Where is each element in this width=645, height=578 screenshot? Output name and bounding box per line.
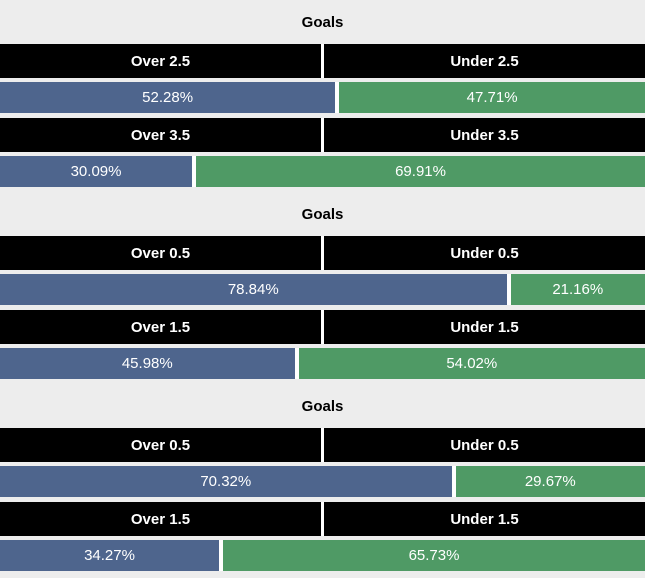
probability-bar: 78.84% 21.16% xyxy=(0,274,645,305)
goals-section: Goals Over 0.5 Under 0.5 78.84% 21.16% O… xyxy=(0,192,645,379)
over-bar-segment: 30.09% xyxy=(0,156,193,187)
over-bar-segment: 34.27% xyxy=(0,540,220,571)
under-percentage: 47.71% xyxy=(466,89,518,106)
under-bar-segment: 69.91% xyxy=(196,156,645,187)
over-percentage: 70.32% xyxy=(200,473,252,490)
probability-bar: 45.98% 54.02% xyxy=(0,348,645,379)
under-bar-segment: 65.73% xyxy=(223,540,645,571)
under-label-cell: Under 3.5 xyxy=(324,118,645,152)
market-label-row: Over 1.5 Under 1.5 xyxy=(0,310,645,344)
over-percentage: 30.09% xyxy=(70,163,122,180)
under-percentage: 65.73% xyxy=(408,547,460,564)
under-percentage: 29.67% xyxy=(524,473,576,490)
goals-section: Goals Over 0.5 Under 0.5 70.32% 29.67% O… xyxy=(0,384,645,571)
under-bar-segment: 47.71% xyxy=(339,82,645,113)
over-percentage: 45.98% xyxy=(121,355,173,372)
under-label-cell: Under 2.5 xyxy=(324,44,645,78)
market-label-row: Over 3.5 Under 3.5 xyxy=(0,118,645,152)
over-percentage: 34.27% xyxy=(84,547,135,564)
probability-bar: 30.09% 69.91% xyxy=(0,156,645,187)
under-label-cell: Under 1.5 xyxy=(324,502,645,536)
under-bar-segment: 29.67% xyxy=(455,466,645,497)
over-bar-segment: 45.98% xyxy=(0,348,295,379)
under-percentage: 21.16% xyxy=(552,281,604,298)
under-bar-segment: 21.16% xyxy=(510,274,645,305)
probability-bar: 70.32% 29.67% xyxy=(0,466,645,497)
market-label-row: Over 0.5 Under 0.5 xyxy=(0,236,645,270)
section-title: Goals xyxy=(301,13,344,31)
probability-bar: 52.28% 47.71% xyxy=(0,82,645,113)
over-bar-segment: 70.32% xyxy=(0,466,452,497)
over-percentage: 52.28% xyxy=(142,89,194,106)
over-percentage: 78.84% xyxy=(227,281,279,298)
section-title: Goals xyxy=(301,397,344,415)
over-label-cell: Over 1.5 xyxy=(0,310,321,344)
under-label-cell: Under 1.5 xyxy=(324,310,645,344)
under-label-cell: Under 0.5 xyxy=(324,428,645,462)
market-label-row: Over 0.5 Under 0.5 xyxy=(0,428,645,462)
probability-bar: 34.27% 65.73% xyxy=(0,540,645,571)
over-label-cell: Over 0.5 xyxy=(0,236,321,270)
over-label-cell: Over 0.5 xyxy=(0,428,321,462)
under-label-cell: Under 0.5 xyxy=(324,236,645,270)
market-label-row: Over 1.5 Under 1.5 xyxy=(0,502,645,536)
under-bar-segment: 54.02% xyxy=(298,348,645,379)
over-label-cell: Over 3.5 xyxy=(0,118,321,152)
under-percentage: 69.91% xyxy=(395,163,446,180)
over-label-cell: Over 2.5 xyxy=(0,44,321,78)
section-title: Goals xyxy=(301,205,344,223)
over-bar-segment: 52.28% xyxy=(0,82,336,113)
under-percentage: 54.02% xyxy=(446,355,498,372)
over-bar-segment: 78.84% xyxy=(0,274,507,305)
goals-section: Goals Over 2.5 Under 2.5 52.28% 47.71% O… xyxy=(0,0,645,187)
market-label-row: Over 2.5 Under 2.5 xyxy=(0,44,645,78)
over-label-cell: Over 1.5 xyxy=(0,502,321,536)
